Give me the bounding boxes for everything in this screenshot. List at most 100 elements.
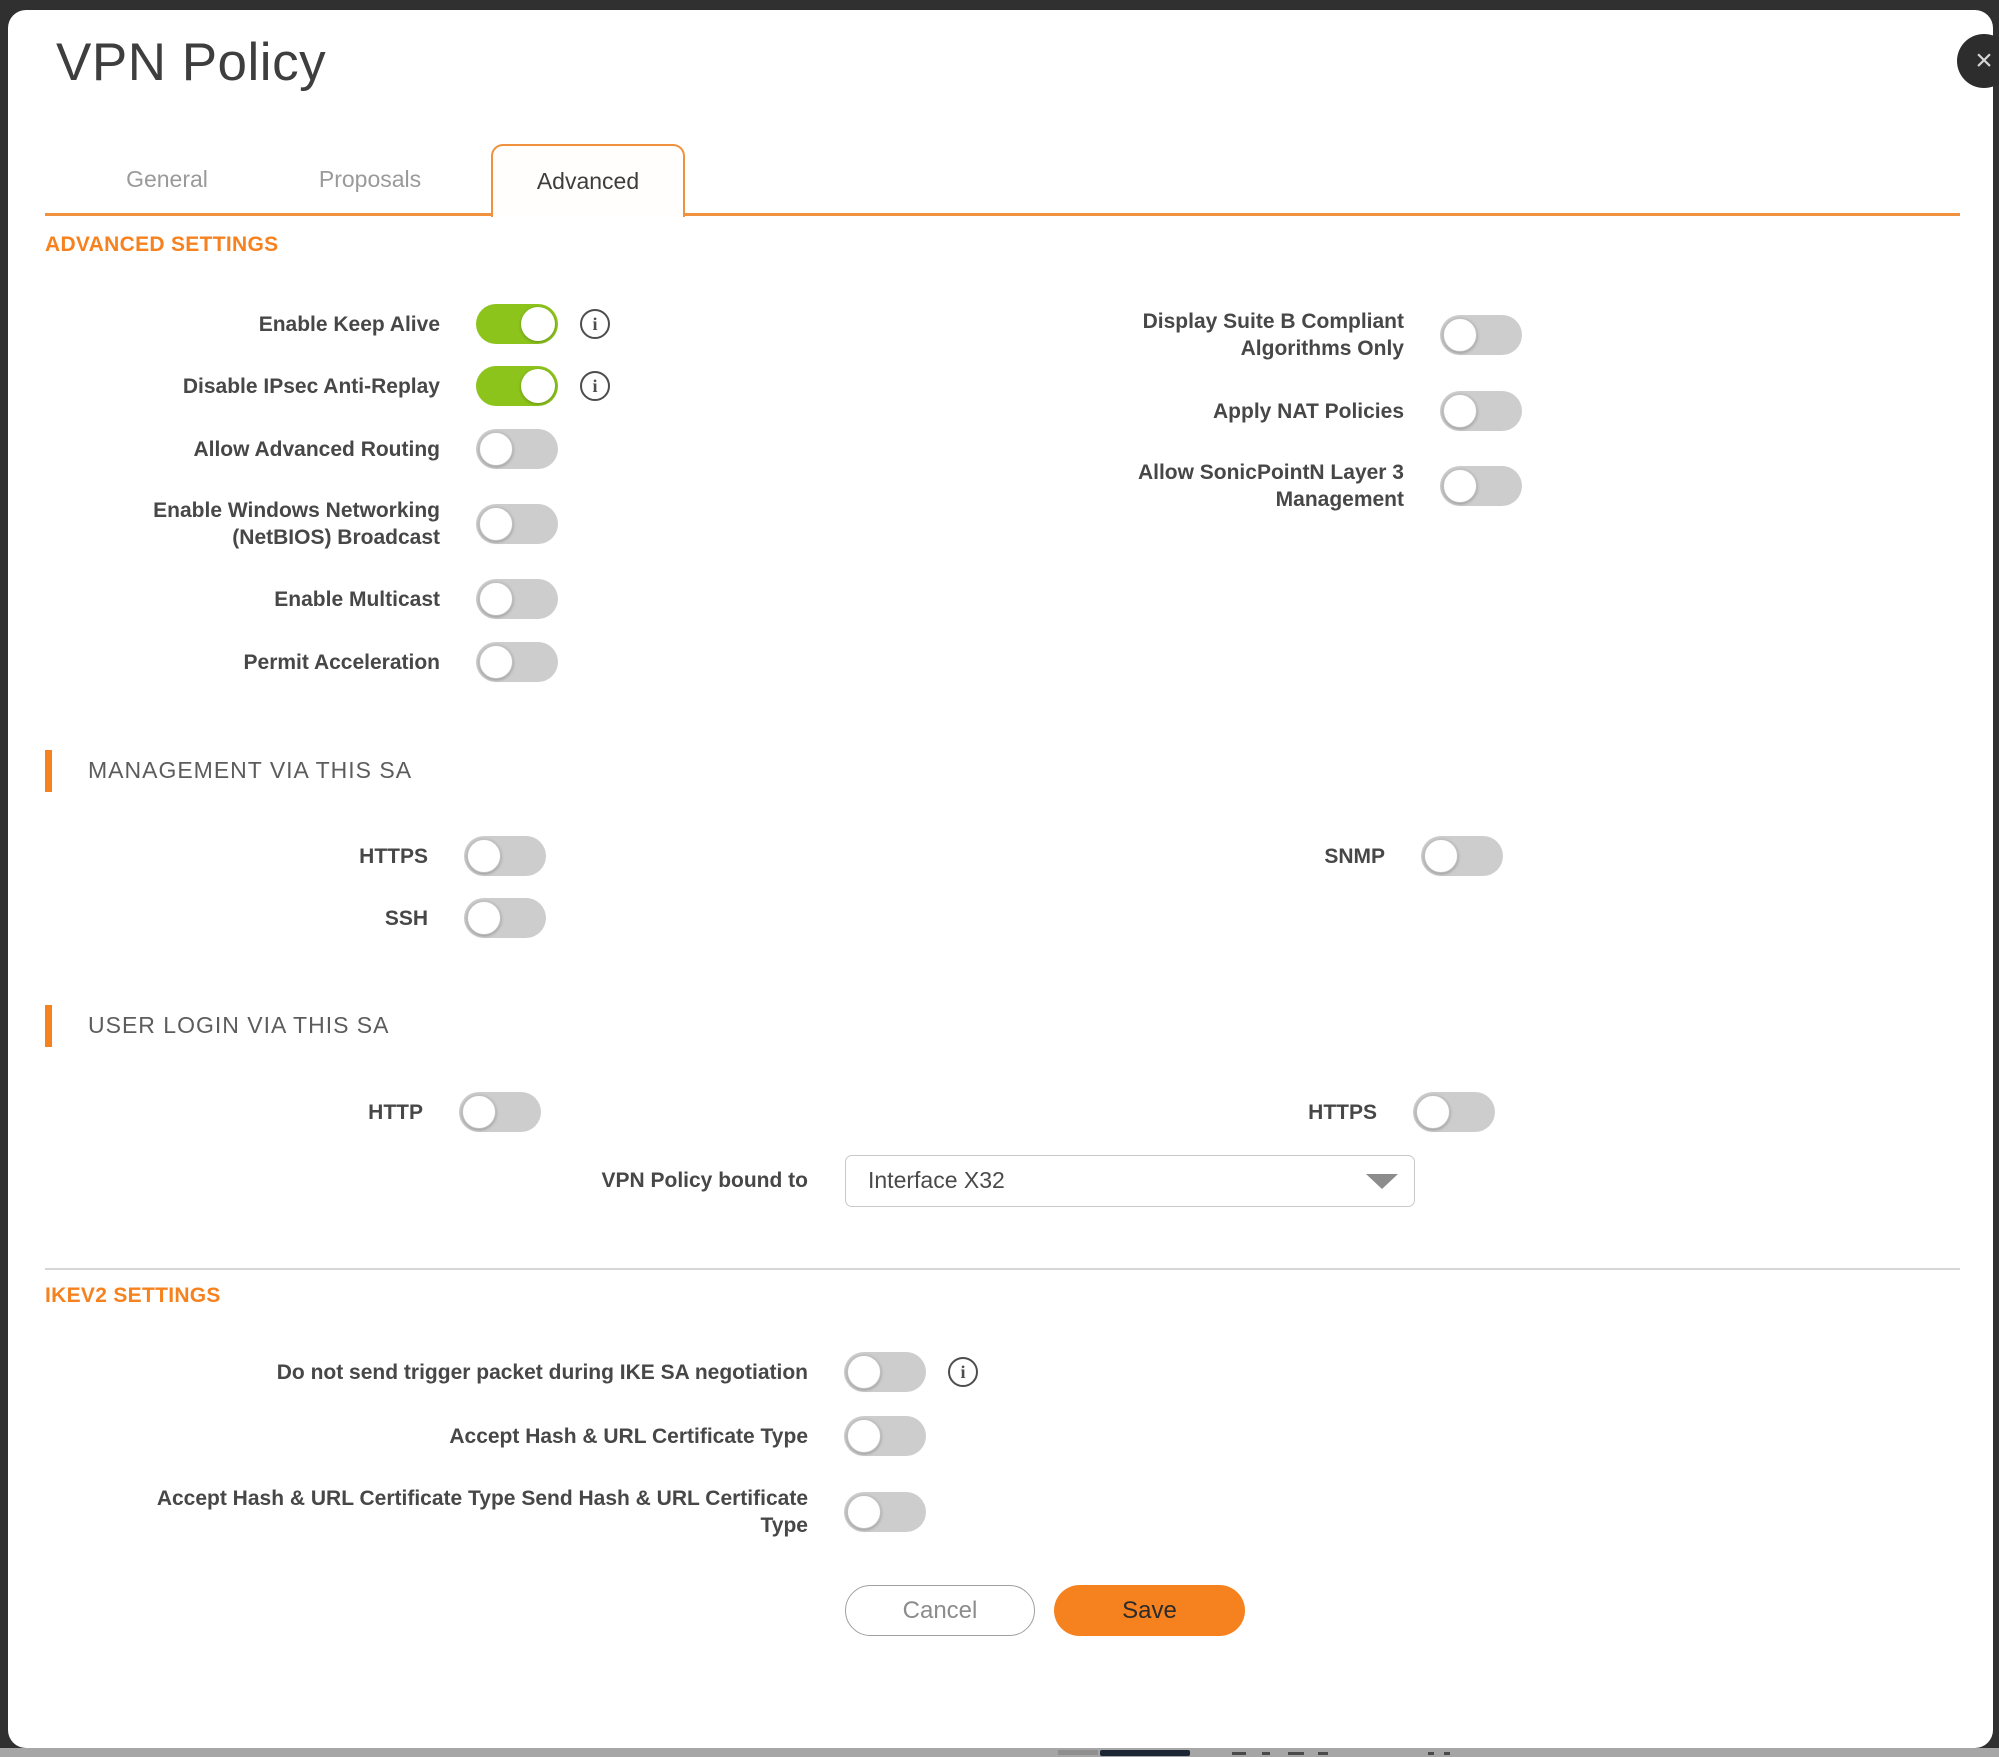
sonicpointn-toggle[interactable]	[1440, 466, 1522, 506]
mgmt-https-toggle[interactable]	[464, 836, 546, 876]
chevron-down-icon	[1366, 1174, 1398, 1189]
toggle-knob	[1443, 394, 1477, 428]
toggle-knob	[521, 369, 555, 403]
mgmt-snmp-toggle[interactable]	[1421, 836, 1503, 876]
ikev2-send-hash-label: Accept Hash & URL Certificate Type Send …	[156, 1487, 808, 1537]
toggle-row: Allow SonicPointN Layer 3 Management	[1044, 461, 1522, 511]
page-title: VPN Policy	[56, 33, 327, 92]
toggle-row: Accept Hash & URL Certificate Type Send …	[108, 1487, 926, 1537]
toggle-row: Apply NAT Policies	[1044, 391, 1522, 431]
info-icon[interactable]: i	[580, 309, 610, 339]
toggle-row: HTTPS	[128, 836, 546, 876]
toggle-row: Permit Acceleration	[60, 642, 558, 682]
toggle-knob	[479, 582, 513, 616]
toggle-knob	[521, 307, 555, 341]
save-button[interactable]: Save	[1054, 1585, 1245, 1636]
tab-general[interactable]: General	[126, 166, 208, 192]
nat-policies-label: Apply NAT Policies	[1213, 399, 1404, 423]
user-login-sa-heading: USER LOGIN VIA THIS SA	[88, 1012, 390, 1038]
section-accent-bar	[45, 1005, 52, 1047]
ikev2-accept-send-hash-toggle[interactable]	[844, 1492, 926, 1532]
multicast-toggle[interactable]	[476, 579, 558, 619]
toggle-knob	[479, 432, 513, 466]
ikev2-trigger-packet-toggle[interactable]	[844, 1352, 926, 1392]
toggle-row: Do not send trigger packet during IKE SA…	[108, 1352, 978, 1392]
background-page-element	[1428, 1752, 1434, 1755]
toggle-row: Display Suite B Compliant Algorithms Onl…	[1044, 310, 1522, 360]
background-page-element	[1058, 1750, 1098, 1755]
toggle-row: HTTPS	[1077, 1092, 1495, 1132]
mgmt-ssh-label: SSH	[384, 906, 428, 930]
toggle-knob	[847, 1419, 881, 1453]
keep-alive-label: Enable Keep Alive	[258, 312, 440, 336]
nat-policies-toggle[interactable]	[1440, 391, 1522, 431]
toggle-row: HTTP	[123, 1092, 541, 1132]
toggle-knob	[467, 901, 501, 935]
background-page-element	[1288, 1752, 1304, 1755]
login-http-toggle[interactable]	[459, 1092, 541, 1132]
toggle-knob	[847, 1495, 881, 1529]
tabs-underline	[45, 213, 1960, 216]
background-page-element	[1444, 1752, 1450, 1755]
mgmt-ssh-toggle[interactable]	[464, 898, 546, 938]
toggle-knob	[479, 507, 513, 541]
toggle-knob	[1416, 1095, 1450, 1129]
close-button[interactable]: ×	[1957, 34, 1999, 88]
tab-advanced[interactable]: Advanced	[491, 144, 685, 217]
info-glyph: i	[592, 376, 598, 396]
toggle-knob	[1424, 839, 1458, 873]
toggle-knob	[462, 1095, 496, 1129]
mgmt-snmp-label: SNMP	[1324, 844, 1385, 868]
background-page-element	[1232, 1752, 1246, 1755]
permit-acceleration-label: Permit Acceleration	[243, 650, 440, 674]
ikev2-accept-hash-toggle[interactable]	[844, 1416, 926, 1456]
login-http-label: HTTP	[368, 1100, 423, 1124]
info-glyph: i	[592, 314, 598, 334]
toggle-row: Enable Keep Alive i	[60, 304, 610, 344]
info-icon[interactable]: i	[948, 1357, 978, 1387]
advanced-routing-label: Allow Advanced Routing	[193, 437, 440, 461]
vpn-policy-dialog: VPN Policy General Proposals Advanced AD…	[8, 10, 1993, 1748]
toggle-row: Accept Hash & URL Certificate Type	[108, 1416, 926, 1456]
mgmt-https-label: HTTPS	[359, 844, 428, 868]
toggle-row: Allow Advanced Routing	[60, 429, 558, 469]
info-icon[interactable]: i	[580, 371, 610, 401]
toggle-row: SSH	[128, 898, 546, 938]
background-page-edge	[0, 1748, 1999, 1757]
sonicpointn-label: Allow SonicPointN Layer 3 Management	[1137, 461, 1404, 511]
background-page-element	[1100, 1750, 1190, 1756]
toggle-knob	[467, 839, 501, 873]
advanced-routing-toggle[interactable]	[476, 429, 558, 469]
permit-acceleration-toggle[interactable]	[476, 642, 558, 682]
keep-alive-toggle[interactable]	[476, 304, 558, 344]
management-sa-heading: MANAGEMENT VIA THIS SA	[88, 757, 413, 783]
login-https-toggle[interactable]	[1413, 1092, 1495, 1132]
bound-to-dropdown[interactable]: Interface X32	[845, 1155, 1415, 1207]
ipsec-anti-replay-toggle[interactable]	[476, 366, 558, 406]
info-glyph: i	[960, 1362, 966, 1382]
section-accent-bar	[45, 750, 52, 792]
netbios-broadcast-toggle[interactable]	[476, 504, 558, 544]
cancel-button[interactable]: Cancel	[845, 1585, 1035, 1636]
suite-b-toggle[interactable]	[1440, 315, 1522, 355]
login-https-label: HTTPS	[1308, 1100, 1377, 1124]
ikev2-settings-heading: IKEV2 SETTINGS	[45, 1284, 221, 1307]
anti-replay-label: Disable IPsec Anti-Replay	[182, 374, 440, 398]
tab-proposals[interactable]: Proposals	[318, 166, 422, 192]
background-page-element	[1318, 1752, 1328, 1755]
advanced-settings-heading: ADVANCED SETTINGS	[45, 233, 279, 256]
background-page-element	[1262, 1752, 1270, 1755]
multicast-label: Enable Multicast	[274, 587, 440, 611]
section-divider	[45, 1268, 1960, 1270]
toggle-row: Enable Multicast	[60, 579, 558, 619]
ikev2-accept-hash-label: Accept Hash & URL Certificate Type	[449, 1424, 808, 1448]
bound-to-label: VPN Policy bound to	[601, 1169, 808, 1192]
toggle-knob	[479, 645, 513, 679]
suite-b-label: Display Suite B Compliant Algorithms Onl…	[1142, 310, 1404, 360]
toggle-row: SNMP	[1085, 836, 1503, 876]
toggle-knob	[847, 1355, 881, 1389]
bound-to-value: Interface X32	[868, 1167, 1005, 1193]
ikev2-trigger-packet-label: Do not send trigger packet during IKE SA…	[276, 1360, 808, 1384]
toggle-knob	[1443, 469, 1477, 503]
